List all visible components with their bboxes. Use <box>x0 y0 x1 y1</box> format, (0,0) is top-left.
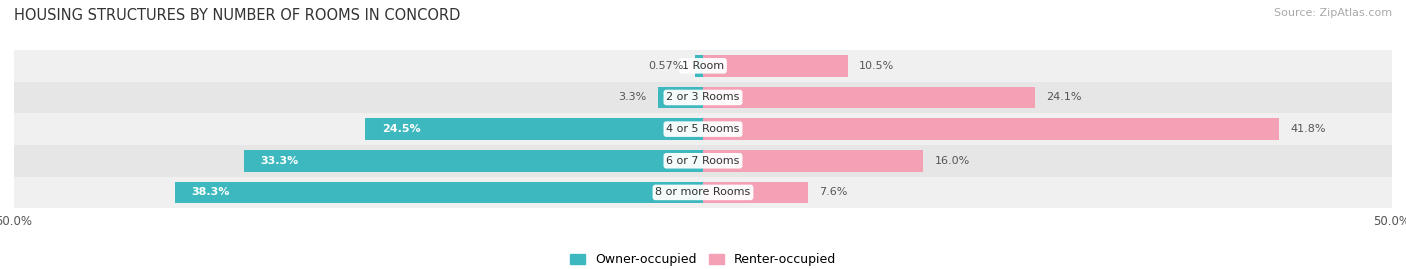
Bar <box>703 87 1035 108</box>
Text: 8 or more Rooms: 8 or more Rooms <box>655 187 751 197</box>
Text: 38.3%: 38.3% <box>191 187 231 197</box>
Bar <box>14 82 1392 113</box>
Text: 10.5%: 10.5% <box>859 61 894 71</box>
Text: 3.3%: 3.3% <box>619 93 647 102</box>
Text: 33.3%: 33.3% <box>260 156 299 166</box>
Bar <box>703 150 924 172</box>
Text: HOUSING STRUCTURES BY NUMBER OF ROOMS IN CONCORD: HOUSING STRUCTURES BY NUMBER OF ROOMS IN… <box>14 8 460 23</box>
Bar <box>703 118 1279 140</box>
Text: 2 or 3 Rooms: 2 or 3 Rooms <box>666 93 740 102</box>
Text: Source: ZipAtlas.com: Source: ZipAtlas.com <box>1274 8 1392 18</box>
Bar <box>245 150 703 172</box>
Text: 6 or 7 Rooms: 6 or 7 Rooms <box>666 156 740 166</box>
Bar <box>14 113 1392 145</box>
Bar <box>703 55 848 77</box>
Bar <box>176 182 703 203</box>
Text: 4 or 5 Rooms: 4 or 5 Rooms <box>666 124 740 134</box>
Bar <box>703 182 807 203</box>
Bar <box>658 87 703 108</box>
Bar <box>14 176 1392 208</box>
Legend: Owner-occupied, Renter-occupied: Owner-occupied, Renter-occupied <box>565 248 841 269</box>
Bar <box>366 118 703 140</box>
Text: 0.57%: 0.57% <box>648 61 685 71</box>
Bar <box>695 55 703 77</box>
Bar <box>14 145 1392 176</box>
Bar <box>14 50 1392 82</box>
Text: 41.8%: 41.8% <box>1289 124 1326 134</box>
Text: 24.5%: 24.5% <box>382 124 420 134</box>
Text: 24.1%: 24.1% <box>1046 93 1081 102</box>
Text: 7.6%: 7.6% <box>818 187 848 197</box>
Text: 1 Room: 1 Room <box>682 61 724 71</box>
Text: 16.0%: 16.0% <box>935 156 970 166</box>
